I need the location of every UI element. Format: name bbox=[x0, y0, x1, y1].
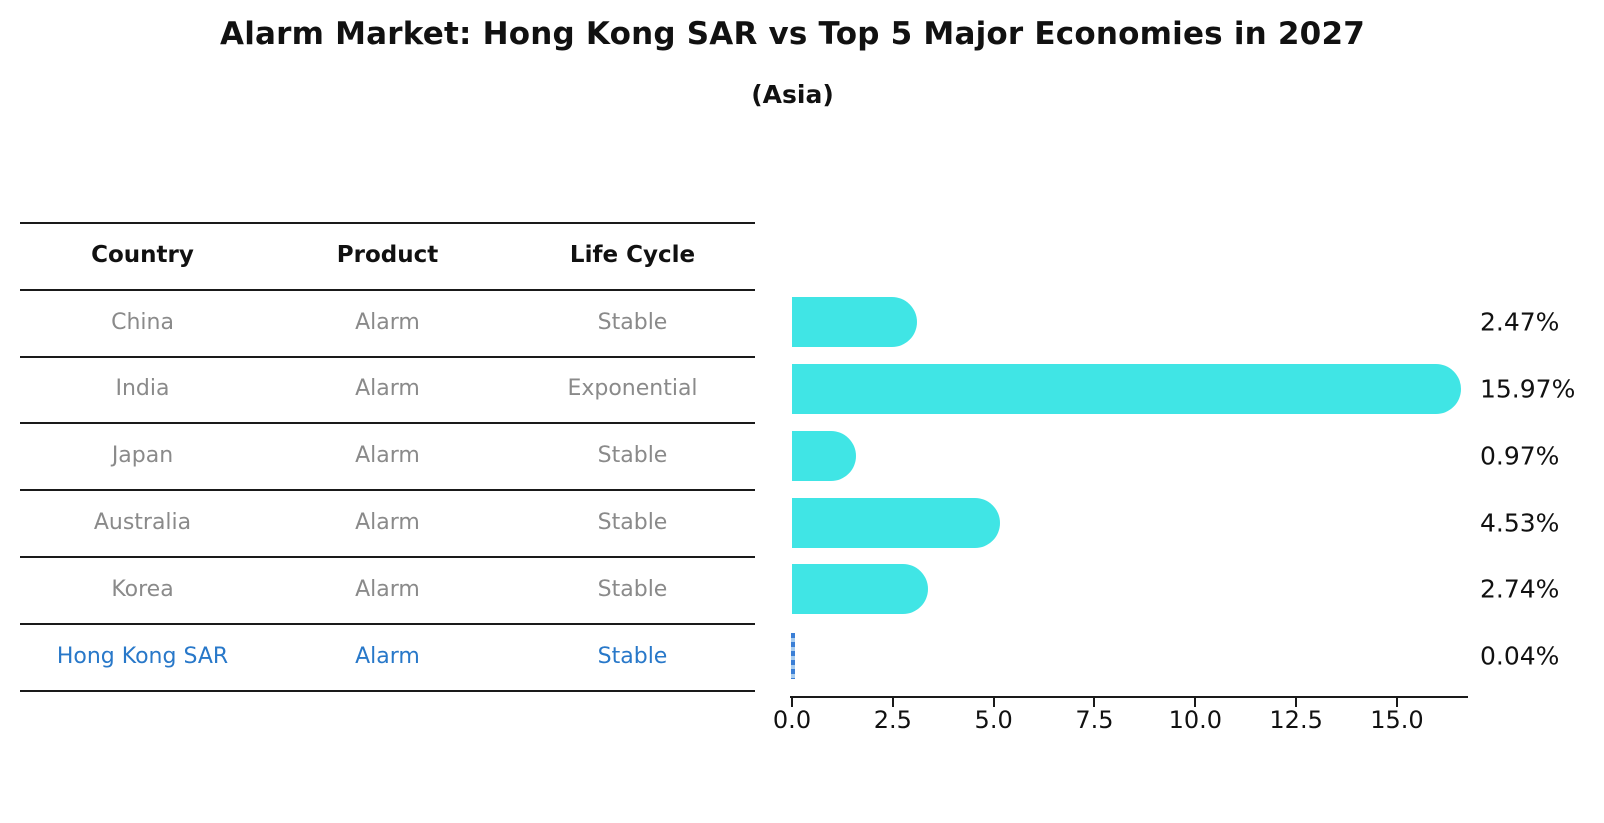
table-cell-product: Alarm bbox=[355, 643, 420, 669]
value-label: 2.47% bbox=[1480, 307, 1560, 337]
bar-india bbox=[792, 364, 1462, 414]
x-axis-tick bbox=[1395, 698, 1398, 707]
x-axis-tick bbox=[891, 698, 894, 707]
table-cell-life_cycle: Stable bbox=[597, 510, 668, 536]
x-axis-tick-label: 2.5 bbox=[873, 706, 912, 734]
table-separator-line bbox=[20, 489, 755, 492]
table-cell-country: Japan bbox=[111, 443, 174, 469]
x-axis-tick bbox=[791, 698, 793, 707]
table-cell-country: India bbox=[115, 376, 170, 402]
table-cell-product: Alarm bbox=[355, 443, 420, 469]
table-separator-line bbox=[20, 622, 755, 625]
x-axis-tick-label: 10.0 bbox=[1168, 706, 1223, 734]
table-cell-life_cycle: Stable bbox=[597, 309, 668, 335]
bar-japan bbox=[792, 430, 857, 481]
x-axis-tick bbox=[1093, 698, 1096, 707]
value-label: 0.04% bbox=[1480, 641, 1560, 671]
table-cell-product: Alarm bbox=[355, 510, 420, 536]
x-axis-tick bbox=[992, 698, 995, 707]
table-header-row: Country Product Life Cycle bbox=[20, 222, 755, 289]
bar-hong-kong-sar bbox=[791, 633, 795, 680]
table-separator-line bbox=[20, 556, 755, 558]
table-cell-country: Hong Kong SAR bbox=[56, 643, 229, 669]
table-separator-line bbox=[20, 422, 755, 425]
table-cell-life_cycle: Stable bbox=[597, 443, 668, 469]
table-row: Australia Alarm Stable bbox=[20, 489, 755, 556]
table-row: India Alarm Exponential bbox=[20, 356, 755, 423]
table-header-life_cycle: Life Cycle bbox=[569, 242, 696, 269]
x-axis-tick-label: 12.5 bbox=[1269, 706, 1323, 734]
value-label: 4.53% bbox=[1480, 508, 1560, 538]
table-cell-country: Korea bbox=[111, 576, 174, 602]
x-axis-tick-label: 5.0 bbox=[974, 706, 1013, 734]
value-label: 0.97% bbox=[1480, 441, 1560, 471]
table-cell-product: Alarm bbox=[355, 376, 420, 402]
page-subtitle: (Asia) bbox=[751, 80, 834, 109]
x-axis-line bbox=[790, 696, 1468, 698]
table-row: Korea Alarm Stable bbox=[20, 556, 755, 623]
page-title: Alarm Market: Hong Kong SAR vs Top 5 Maj… bbox=[220, 16, 1365, 52]
table-row: Japan Alarm Stable bbox=[20, 422, 755, 489]
value-label: 15.97% bbox=[1480, 374, 1576, 404]
table-separator-line bbox=[20, 222, 755, 224]
value-label: 2.74% bbox=[1480, 574, 1560, 604]
x-axis-tick-label: 0.0 bbox=[772, 706, 812, 734]
table-header-product: Product bbox=[336, 242, 439, 269]
table-header-country: Country bbox=[91, 242, 194, 269]
table-cell-life_cycle: Exponential bbox=[567, 376, 698, 402]
x-axis-tick bbox=[1194, 698, 1197, 707]
bar-korea bbox=[792, 564, 928, 615]
table-cell-product: Alarm bbox=[355, 309, 420, 335]
x-axis-tick bbox=[1295, 698, 1298, 707]
table-separator-line bbox=[20, 355, 755, 358]
table-cell-life_cycle: Stable bbox=[597, 643, 668, 669]
table-separator-line bbox=[20, 689, 755, 692]
x-axis-tick-label: 7.5 bbox=[1075, 706, 1114, 734]
table-cell-life_cycle: Stable bbox=[597, 576, 668, 602]
table-cell-country: China bbox=[111, 309, 174, 335]
table-row: China Alarm Stable bbox=[20, 289, 755, 356]
x-axis-tick-label: 15.0 bbox=[1370, 706, 1424, 734]
table-separator-line bbox=[20, 288, 755, 291]
bar-australia bbox=[792, 497, 1000, 548]
table-cell-country: Australia bbox=[93, 510, 192, 536]
bar-china bbox=[792, 297, 917, 348]
table-row: Hong Kong SAR Alarm Stable bbox=[20, 623, 755, 690]
table-cell-product: Alarm bbox=[355, 576, 420, 602]
